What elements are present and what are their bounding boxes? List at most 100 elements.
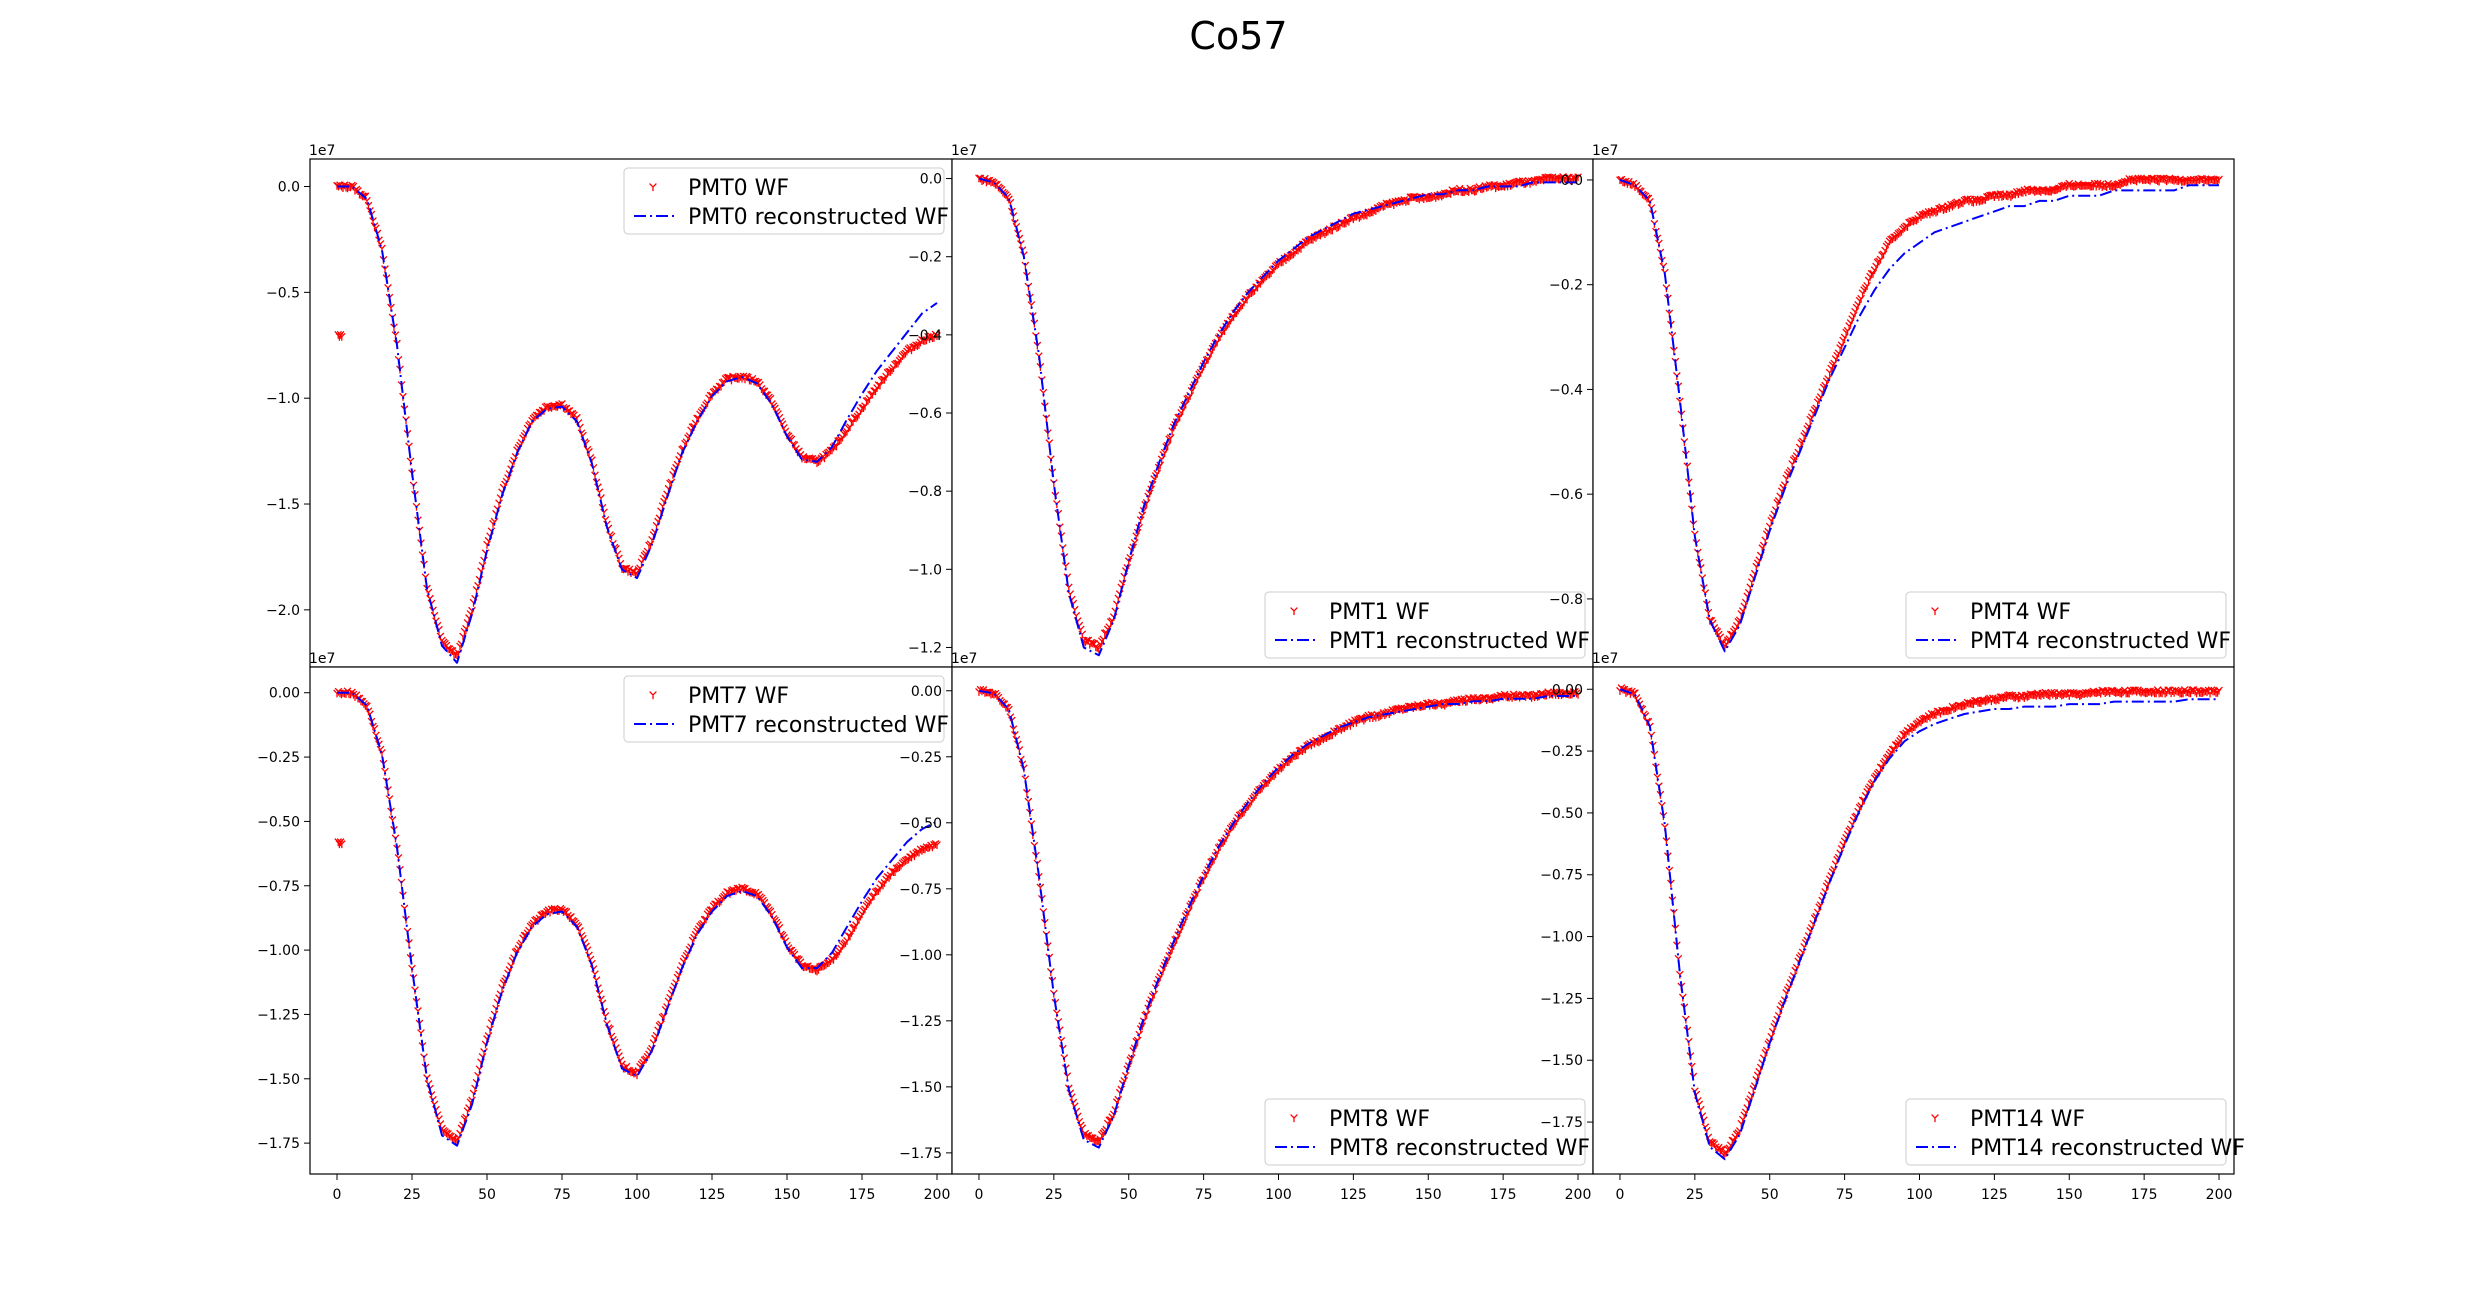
y-tick-label: −0.50 [257, 814, 300, 830]
y-tick-label: −1.2 [908, 640, 942, 656]
data-point [1234, 813, 1242, 822]
data-point [1494, 182, 1503, 191]
data-point [1846, 319, 1855, 328]
y-offset-label: 1e7 [309, 651, 335, 667]
data-point [1243, 295, 1251, 304]
data-point [646, 540, 655, 549]
data-point [1866, 272, 1874, 281]
x-tick-label: 125 [1981, 1187, 2008, 1203]
y-tick-label: −0.4 [908, 328, 942, 344]
data-point [892, 359, 901, 368]
data-point [1867, 269, 1876, 278]
series-measured [975, 173, 1582, 653]
data-point [2156, 174, 2165, 183]
data-point [415, 526, 424, 535]
data-point [873, 384, 881, 393]
data-point [1177, 923, 1185, 932]
data-point [1187, 387, 1196, 395]
data-point [915, 340, 923, 349]
data-point [2068, 689, 2077, 698]
y-offset-label: 1e7 [951, 143, 977, 159]
subplot-3: 0.0 −0.2 −0.4 −0.6 −0.8 1e7 PMT4 WF PMT4 recons… [1549, 143, 2235, 673]
data-point [2215, 686, 2223, 695]
data-point [1746, 583, 1755, 592]
data-point [919, 336, 928, 345]
data-point [1849, 311, 1858, 320]
data-point [733, 884, 742, 893]
data-point [1966, 699, 1975, 708]
y-tick-label: 0.00 [269, 686, 300, 702]
data-point [1307, 235, 1316, 244]
data-point [2099, 181, 2108, 190]
data-point [1903, 222, 1912, 231]
legend-label-reconstructed: PMT7 reconstructed WF [688, 713, 949, 738]
data-point [1184, 907, 1193, 916]
data-point [928, 334, 937, 343]
data-point [1196, 368, 1205, 377]
legend-label-measured: PMT4 WF [1970, 600, 2071, 625]
data-point [1132, 532, 1141, 541]
data-point [1232, 817, 1241, 826]
data-point [468, 606, 476, 615]
data-point [849, 924, 857, 933]
data-point [1147, 485, 1156, 494]
data-point [1986, 191, 1994, 200]
legend: PMT7 WF PMT7 reconstructed WF [623, 675, 949, 743]
data-point [1809, 409, 1818, 418]
data-point [700, 915, 709, 924]
data-point [1722, 640, 1731, 649]
data-point [1327, 226, 1335, 235]
data-point [378, 748, 386, 757]
data-point [856, 406, 865, 415]
data-point [1870, 266, 1879, 275]
legend-label-reconstructed: PMT4 reconstructed WF [1970, 629, 2231, 654]
data-point [873, 887, 881, 896]
data-point [1256, 279, 1265, 288]
legend-marker-measured [1290, 1114, 1298, 1123]
data-point [1213, 848, 1221, 857]
data-point [1166, 946, 1175, 955]
x-tick-label: 100 [1265, 1187, 1292, 1203]
data-point [849, 417, 857, 426]
data-point [2147, 174, 2156, 183]
data-point [2158, 174, 2166, 183]
data-point [2113, 688, 2122, 697]
data-point [1798, 437, 1807, 446]
legend-box [1264, 591, 1586, 659]
data-point [1881, 757, 1889, 766]
data-point [1815, 395, 1824, 404]
data-point [1150, 990, 1159, 999]
y-offset-label: 1e7 [951, 651, 977, 667]
data-point [1345, 217, 1353, 226]
data-point [1791, 966, 1800, 975]
legend-label-reconstructed: PMT1 reconstructed WF [1329, 629, 1590, 654]
data-point [1202, 869, 1211, 878]
data-point [1114, 1095, 1123, 1104]
data-point [1788, 460, 1797, 469]
data-point [1747, 1091, 1756, 1100]
data-point [2209, 176, 2217, 185]
data-point [1159, 964, 1168, 973]
data-point [1831, 355, 1840, 364]
x-tick-label: 175 [2131, 1187, 2158, 1203]
data-point [1166, 434, 1175, 442]
y-tick-label: −1.00 [899, 948, 942, 964]
data-point [1451, 187, 1460, 196]
data-point [1229, 312, 1238, 321]
data-point [1866, 783, 1874, 792]
data-point [907, 346, 916, 355]
data-point [1403, 196, 1412, 205]
data-point [858, 910, 866, 919]
data-point [1078, 630, 1087, 639]
x-tick-label: 175 [849, 1187, 876, 1203]
y-tick-label: −0.4 [1549, 382, 1583, 398]
data-point [835, 947, 844, 956]
x-tick-label: 50 [478, 1187, 496, 1203]
data-point [903, 856, 911, 864]
data-point [1722, 1148, 1731, 1157]
plot-area [952, 159, 1593, 667]
data-point [1204, 355, 1212, 364]
data-point [2027, 690, 2036, 699]
data-point [861, 905, 869, 914]
y-tick-label: −0.50 [899, 816, 942, 832]
